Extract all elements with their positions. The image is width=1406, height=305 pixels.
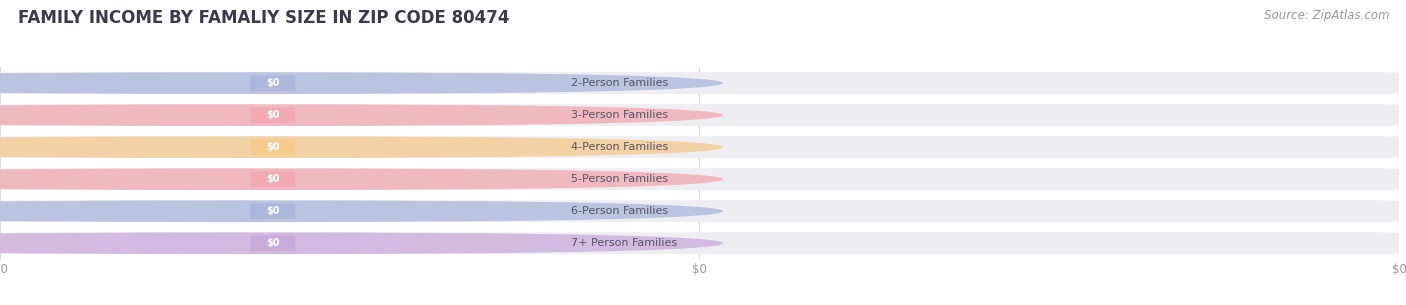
- Text: FAMILY INCOME BY FAMALIY SIZE IN ZIP CODE 80474: FAMILY INCOME BY FAMALIY SIZE IN ZIP COD…: [18, 9, 510, 27]
- Text: $0: $0: [266, 78, 280, 88]
- Text: 3-Person Families: 3-Person Families: [571, 110, 668, 120]
- FancyBboxPatch shape: [0, 200, 723, 222]
- Text: Source: ZipAtlas.com: Source: ZipAtlas.com: [1264, 9, 1389, 22]
- FancyBboxPatch shape: [250, 203, 295, 219]
- FancyBboxPatch shape: [0, 168, 1399, 190]
- Text: 4-Person Families: 4-Person Families: [571, 142, 668, 152]
- FancyBboxPatch shape: [250, 107, 295, 123]
- FancyBboxPatch shape: [0, 72, 723, 94]
- FancyBboxPatch shape: [250, 171, 295, 187]
- Text: 6-Person Families: 6-Person Families: [571, 206, 668, 216]
- FancyBboxPatch shape: [0, 104, 723, 126]
- FancyBboxPatch shape: [0, 136, 1399, 158]
- FancyBboxPatch shape: [250, 75, 295, 91]
- FancyBboxPatch shape: [0, 232, 1399, 254]
- Text: $0: $0: [266, 110, 280, 120]
- Text: $0: $0: [266, 142, 280, 152]
- FancyBboxPatch shape: [0, 168, 723, 190]
- Text: $0: $0: [266, 174, 280, 184]
- FancyBboxPatch shape: [250, 139, 295, 155]
- FancyBboxPatch shape: [0, 136, 723, 158]
- FancyBboxPatch shape: [0, 200, 1399, 222]
- Text: 7+ Person Families: 7+ Person Families: [571, 238, 676, 248]
- FancyBboxPatch shape: [0, 232, 723, 254]
- FancyBboxPatch shape: [0, 72, 1399, 94]
- Text: $0: $0: [266, 206, 280, 216]
- FancyBboxPatch shape: [250, 235, 295, 251]
- Text: 2-Person Families: 2-Person Families: [571, 78, 668, 88]
- Text: $0: $0: [266, 238, 280, 248]
- FancyBboxPatch shape: [0, 104, 1399, 126]
- Text: 5-Person Families: 5-Person Families: [571, 174, 668, 184]
